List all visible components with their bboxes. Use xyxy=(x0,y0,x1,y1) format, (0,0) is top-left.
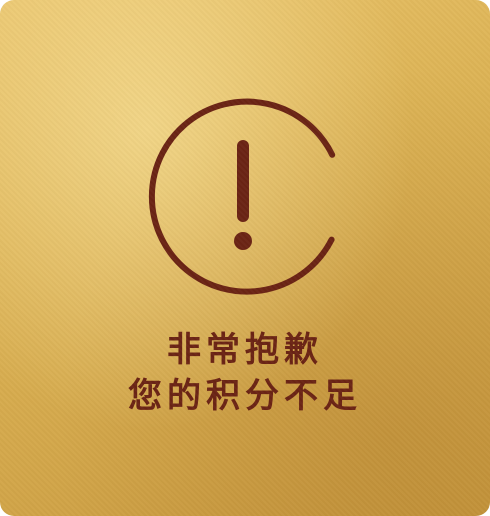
warning-exclamation-icon xyxy=(146,98,346,298)
exclamation-bar xyxy=(237,140,249,222)
apology-title: 非常抱歉 xyxy=(167,330,323,370)
exclamation-dot xyxy=(234,232,252,250)
warning-circle xyxy=(148,98,336,295)
insufficient-points-text: 您的积分不足 xyxy=(128,376,362,416)
